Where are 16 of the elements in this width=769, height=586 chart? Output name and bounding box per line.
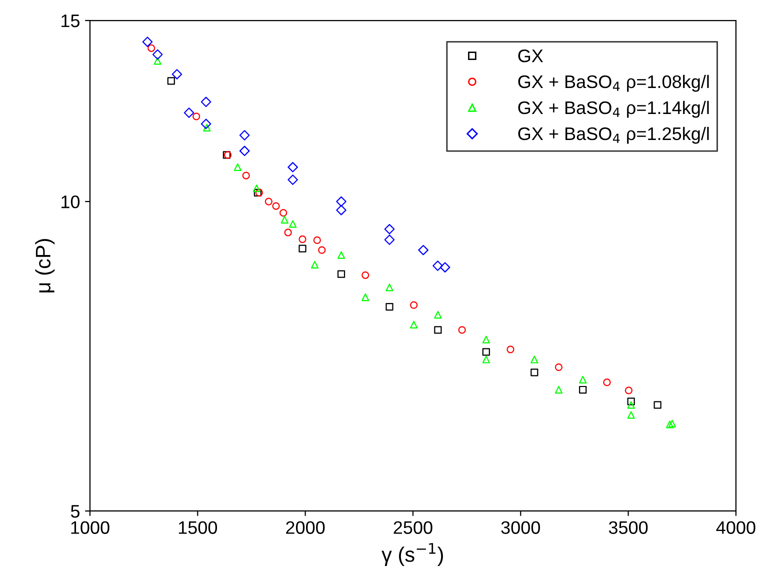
legend-label: GX + BaSO$_{4}$ ρ=1.25kg/l xyxy=(518,126,709,144)
y-tick-label: 15 xyxy=(62,14,80,28)
y-tick-label: 10 xyxy=(62,195,80,208)
x-tick-label: 3500 xyxy=(608,521,648,534)
legend-label: GX xyxy=(518,50,544,62)
x-tick-label: 1500 xyxy=(178,521,218,534)
legend-label: GX + BaSO$_{4}$ ρ=1.08kg/l xyxy=(518,74,709,92)
x-tick-label: 1000 xyxy=(71,521,110,534)
x-tick-label: 3000 xyxy=(501,521,540,534)
x-tick-label: 2000 xyxy=(286,521,325,534)
x-tick-label: 2500 xyxy=(394,521,432,534)
y-axis-title: μ (cP) xyxy=(35,239,55,292)
x-tick-label: 4000 xyxy=(716,521,756,534)
legend-label: GX + BaSO$_{4}$ ρ=1.14kg/l xyxy=(518,100,709,118)
y-tick-label: 5 xyxy=(70,505,80,518)
x-axis-title: γ (s$^{−1}$) xyxy=(382,543,443,566)
